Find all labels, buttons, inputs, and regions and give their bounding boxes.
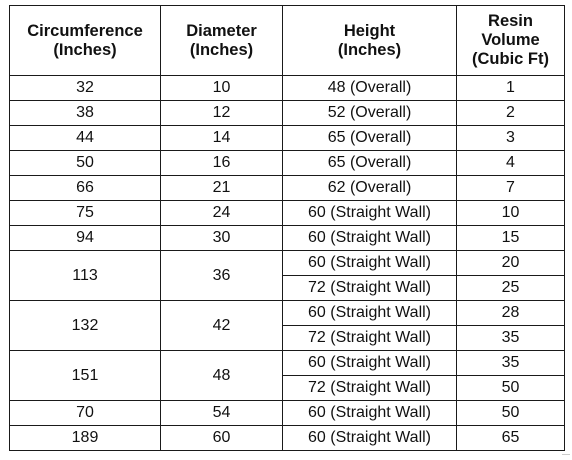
cell-resin-volume: 50 [456,400,565,426]
header-line: (Inches) [189,40,254,59]
cell-height: 60 (Straight Wall) [282,250,457,276]
cell-resin-volume: 35 [456,325,565,351]
cell-height: 72 (Straight Wall) [282,325,457,351]
cell-diameter: 10 [160,75,283,101]
header-diameter: Diameter (Inches) [160,5,283,76]
header-row: Circumference (Inches) Diameter (Inches)… [9,5,565,76]
table-row: 75 24 60 (Straight Wall) 10 [9,200,565,226]
cell-resin-volume: 35 [456,350,565,376]
cell-circumference: 75 [9,200,161,226]
cell-circumference: 132 [9,300,161,351]
resin-volume-table: Circumference (Inches) Diameter (Inches)… [9,5,565,451]
cell-circumference: 113 [9,250,161,301]
cell-height: 52 (Overall) [282,100,457,126]
cell-diameter: 30 [160,225,283,251]
header-circumference: Circumference (Inches) [9,5,161,76]
header-line: Volume [481,31,540,49]
cell-circumference: 94 [9,225,161,251]
cell-diameter: 24 [160,200,283,226]
cell-resin-volume: 1 [456,75,565,101]
header-line: Resin [488,12,533,30]
table-row: 113 36 60 (Straight Wall) 20 [9,250,565,301]
cell-circumference: 66 [9,175,161,201]
cell-resin-volume: 20 [456,250,565,276]
cell-diameter: 54 [160,400,283,426]
cell-circumference: 44 [9,125,161,151]
table-header: Circumference (Inches) Diameter (Inches)… [9,5,565,76]
table-row: 50 16 65 (Overall) 4 [9,150,565,176]
table-row: 32 10 48 (Overall) 1 [9,75,565,101]
table-body: 32 10 48 (Overall) 1 38 12 52 (Overall) 2 44 14 65… [9,75,565,451]
cell-resin-volume: 15 [456,225,565,251]
cell-height: 65 (Overall) [282,150,457,176]
cell-diameter: 36 [160,250,283,301]
cell-height: 48 (Overall) [282,75,457,101]
table-row: 94 30 60 (Straight Wall) 15 [9,225,565,251]
cell-height: 65 (Overall) [282,125,457,151]
header-line: (Inches) [337,40,402,59]
table-row: 66 21 62 (Overall) 7 [9,175,565,201]
cell-height: 60 (Straight Wall) [282,400,457,426]
cell-height: 62 (Overall) [282,175,457,201]
cell-diameter: 21 [160,175,283,201]
cell-circumference: 32 [9,75,161,101]
table-row: 189 60 60 (Straight Wall) 65 [9,425,565,451]
header-line: Height [343,21,396,40]
header-line: Circumference [27,21,143,40]
cell-height: 60 (Straight Wall) [282,350,457,376]
table-row: 70 54 60 (Straight Wall) 50 [9,400,565,426]
cell-resin-volume: 28 [456,300,565,326]
table-row: 132 42 60 (Straight Wall) 28 [9,300,565,351]
cell-resin-volume: 2 [456,100,565,126]
cell-diameter: 60 [160,425,283,451]
cell-circumference: 50 [9,150,161,176]
header-line: (Cubic Ft) [472,50,549,68]
cell-height: 60 (Straight Wall) [282,225,457,251]
cell-height: 60 (Straight Wall) [282,425,457,451]
table-row: 44 14 65 (Overall) 3 [9,125,565,151]
header-height: Height (Inches) [282,5,457,76]
table-row: 72 (Straight Wall) 25 [10,275,565,301]
cell-resin-volume: 50 [456,375,565,401]
cell-height: 60 (Straight Wall) [282,200,457,226]
cell-diameter: 12 [160,100,283,126]
table-row: 72 (Straight Wall) 50 [10,375,565,401]
cell-resin-volume: 65 [456,425,565,451]
cell-circumference: 189 [9,425,161,451]
cell-resin-volume: 10 [456,200,565,226]
header-line: (Inches) [53,40,117,59]
cell-circumference: 38 [9,100,161,126]
cell-resin-volume: 4 [456,150,565,176]
cell-circumference: 151 [9,350,161,401]
cell-diameter: 16 [160,150,283,176]
table-row: 72 (Straight Wall) 35 [10,325,565,351]
table-row: 38 12 52 (Overall) 2 [9,100,565,126]
cell-resin-volume: 25 [456,275,565,301]
cell-circumference: 70 [9,400,161,426]
cell-resin-volume: 3 [456,125,565,151]
corner-mark [562,454,570,458]
cell-diameter: 42 [160,300,283,351]
table-row: 151 48 60 (Straight Wall) 35 [9,350,565,401]
cell-height: 72 (Straight Wall) [282,375,457,401]
header-resin-volume: Resin Volume (Cubic Ft) [456,5,565,76]
cell-height: 72 (Straight Wall) [282,275,457,301]
cell-diameter: 14 [160,125,283,151]
cell-height: 60 (Straight Wall) [282,300,457,326]
header-line: Diameter [186,21,257,40]
cell-resin-volume: 7 [456,175,565,201]
cell-diameter: 48 [160,350,283,401]
